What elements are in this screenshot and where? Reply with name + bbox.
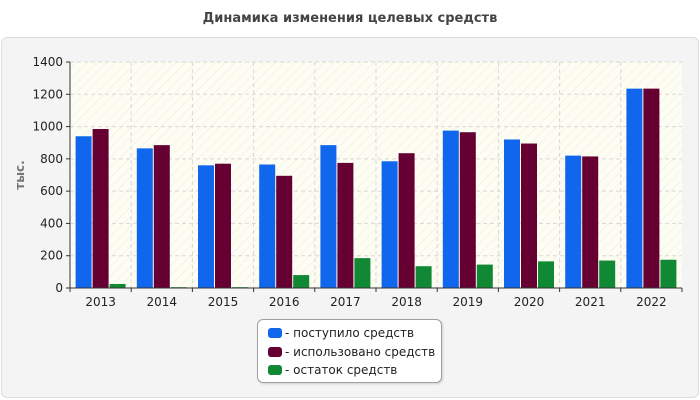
y-tick-label: 0	[55, 281, 63, 295]
x-tick-label: 2014	[147, 295, 178, 309]
x-tick-label: 2019	[453, 295, 484, 309]
bar-2019-series-1[interactable]	[459, 132, 476, 288]
bar-2013-series-2[interactable]	[109, 283, 126, 288]
bar-2020-series-0[interactable]	[504, 139, 520, 288]
bar-2017-series-0[interactable]	[320, 145, 337, 288]
x-tick-label: 2022	[636, 295, 667, 309]
legend-swatch-balance	[268, 365, 282, 375]
bar-2015-series-0[interactable]	[198, 165, 214, 288]
bar-2014-series-1[interactable]	[153, 145, 170, 288]
legend-item-received[interactable]: - поступило средств	[268, 326, 414, 342]
bar-2016-series-1[interactable]	[276, 175, 293, 288]
y-tick-label: 400	[40, 216, 63, 230]
bar-2017-series-2[interactable]	[354, 258, 371, 288]
tick-labels: 0 200 400 600 800 1000 1200 1400 2013 2014 2015 201…	[32, 55, 666, 309]
bar-2016-series-0[interactable]	[259, 164, 276, 288]
x-tick-label: 2017	[330, 295, 361, 309]
bar-2015-series-1[interactable]	[215, 163, 231, 288]
bar-2018-series-0[interactable]	[381, 161, 398, 288]
legend-label-balance: - остаток средств	[285, 363, 398, 377]
x-tick-label: 2021	[575, 295, 606, 309]
y-axis-label: тыс.	[13, 160, 27, 189]
bar-2020-series-1[interactable]	[521, 143, 537, 288]
bar-2019-series-0[interactable]	[442, 130, 459, 288]
y-tick-label: 200	[40, 249, 63, 263]
bar-2018-series-2[interactable]	[415, 266, 432, 288]
bar-2022-series-0[interactable]	[626, 88, 643, 288]
bar-2019-series-2[interactable]	[476, 264, 493, 288]
x-tick-label: 2016	[269, 295, 300, 309]
bar-2020-series-2[interactable]	[538, 261, 554, 288]
bars	[75, 88, 677, 288]
x-tick-label: 2013	[85, 295, 116, 309]
y-tick-label: 800	[40, 152, 63, 166]
y-tick-label: 1200	[32, 87, 63, 101]
x-tick-label: 2018	[391, 295, 422, 309]
bar-2017-series-1[interactable]	[337, 162, 354, 288]
legend-label-used: - использовано средств	[285, 345, 436, 359]
grid-lines	[70, 61, 682, 288]
legend-swatch-used	[268, 347, 282, 357]
bar-2014-series-0[interactable]	[136, 148, 153, 288]
x-tick-label: 2015	[208, 295, 239, 309]
legend: - поступило средств - использовано средс…	[257, 319, 442, 383]
bar-2013-series-1[interactable]	[92, 128, 109, 288]
y-tick-label: 1000	[32, 120, 63, 134]
bar-2016-series-2[interactable]	[293, 275, 310, 288]
x-tick-label: 2020	[514, 295, 545, 309]
bar-2021-series-0[interactable]	[565, 155, 582, 288]
bar-2022-series-1[interactable]	[643, 88, 660, 288]
axes	[66, 61, 683, 292]
bar-2021-series-2[interactable]	[599, 260, 616, 288]
bar-2021-series-1[interactable]	[582, 156, 599, 288]
legend-item-used[interactable]: - использовано средств	[268, 345, 435, 361]
y-tick-label: 1400	[32, 55, 63, 69]
bar-2022-series-2[interactable]	[660, 259, 677, 288]
legend-swatch-received	[268, 328, 282, 338]
bar-2018-series-1[interactable]	[398, 153, 415, 288]
y-tick-label: 600	[40, 184, 63, 198]
chart-title: Динамика изменения целевых средств	[202, 11, 498, 26]
legend-label-received: - поступило средств	[285, 326, 415, 340]
legend-item-balance[interactable]: - остаток средств	[268, 363, 397, 379]
bar-2013-series-0[interactable]	[75, 136, 92, 288]
